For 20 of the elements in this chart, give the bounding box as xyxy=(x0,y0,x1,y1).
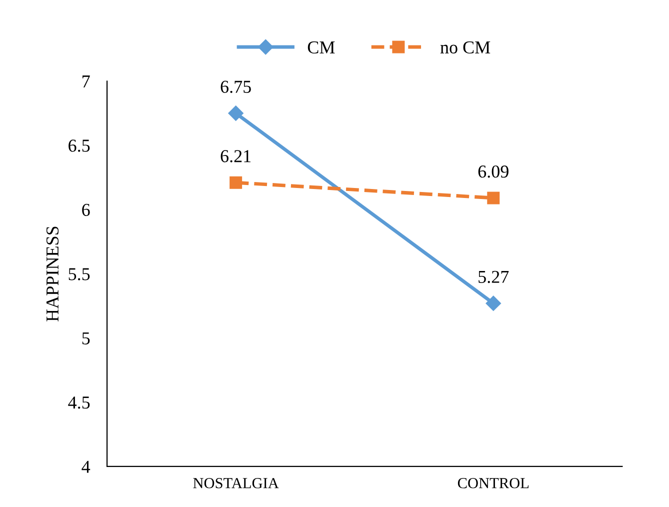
data-label: 5.27 xyxy=(478,270,509,284)
y-tick-label: 5 xyxy=(82,332,90,344)
x-tick-label: NOSTALGIA xyxy=(193,478,279,488)
y-tick-label: 6.5 xyxy=(68,140,90,152)
data-label: 6.75 xyxy=(220,80,251,93)
y-tick-label: 7 xyxy=(82,76,90,88)
y-tick-label: 6 xyxy=(82,204,90,216)
point xyxy=(486,296,501,311)
x-tick-label: CONTROL xyxy=(458,478,529,488)
y-tick-label: 5.5 xyxy=(68,268,90,280)
legend-label: no CM xyxy=(440,41,490,54)
legend-label: CM xyxy=(308,41,335,54)
y-axis-title: HAPPINESS xyxy=(46,226,59,322)
data-label: 6.21 xyxy=(220,150,251,162)
point xyxy=(230,176,242,189)
point xyxy=(487,192,500,204)
data-label: 6.09 xyxy=(478,165,508,178)
y-tick-label: 4 xyxy=(82,460,90,473)
point xyxy=(228,106,244,121)
y-tick-label: 4.5 xyxy=(68,396,90,409)
